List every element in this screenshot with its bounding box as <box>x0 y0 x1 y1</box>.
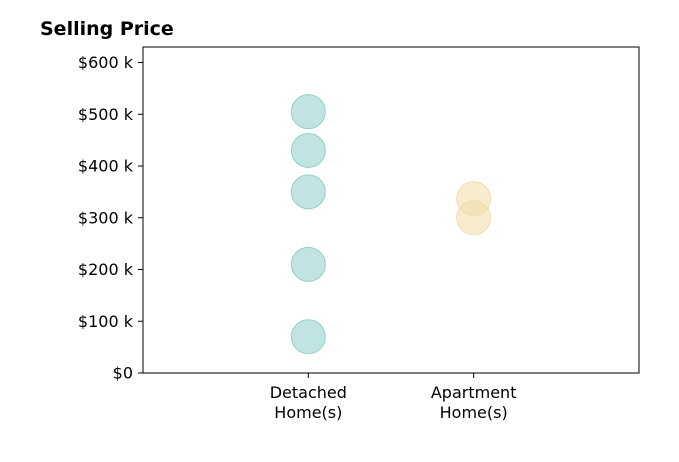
y-tick-label: $600 k <box>78 53 134 72</box>
x-axis: Detached Home(s)Apartment Home(s) <box>270 373 517 422</box>
y-tick-label: $400 k <box>78 157 134 176</box>
data-points <box>290 94 492 355</box>
chart-title: Selling Price <box>40 18 174 40</box>
plot-frame <box>142 46 640 374</box>
y-axis: $0 $100 k $200 k $300 k $400 k $500 k $600 k <box>78 53 143 383</box>
data-point <box>290 132 326 168</box>
y-tick-label: $300 k <box>78 208 134 227</box>
y-tick-label: $500 k <box>78 105 134 124</box>
x-tick-label-line: Home(s) <box>440 403 508 422</box>
x-tick-label-line: Apartment <box>431 383 517 402</box>
y-tick-label: $200 k <box>78 260 134 279</box>
data-point <box>290 319 326 355</box>
y-tick-label: $100 k <box>78 312 134 331</box>
y-tick-label: $0 <box>113 364 133 383</box>
x-tick-label: Detached Home(s) <box>270 383 347 422</box>
data-point <box>456 200 492 236</box>
data-point <box>290 94 326 130</box>
x-tick-label: Apartment Home(s) <box>431 383 517 422</box>
plot-area: $0 $100 k $200 k $300 k $400 k $500 k $600 k D… <box>78 46 640 422</box>
data-point <box>290 246 326 282</box>
data-point <box>290 174 326 210</box>
x-tick-label-line: Home(s) <box>274 403 342 422</box>
x-tick-label-line: Detached <box>270 383 347 402</box>
